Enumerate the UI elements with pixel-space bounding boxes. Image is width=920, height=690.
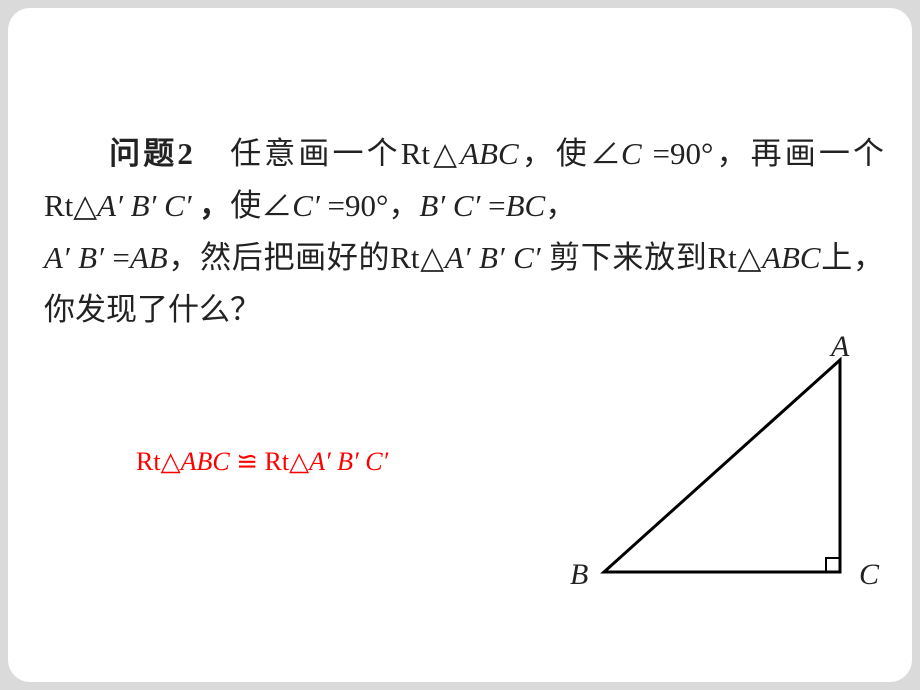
vertex-label-b: B [570,558,588,592]
apbpcp: A′ B′ C′ [97,188,199,223]
eqab: = [112,240,129,275]
ab: AB [130,240,168,275]
problem-label: 问题2 [106,136,193,171]
apbp: A′ B′ [44,240,112,275]
problem-text: 问题2 任意画一个Rt△ABC，使∠C =90°，再画一个Rt△A′ B′ C′… [44,128,884,336]
bc: BC [506,188,546,223]
ans-rt1: Rt [136,447,161,476]
ans-apbpcp: A′ B′ C′ [309,447,388,476]
t1a: 任意画一个Rt [230,136,430,171]
t4a: Rt [708,240,737,275]
abc1: ABC [460,136,519,171]
apbpcp2: A′ B′ C′ [445,240,549,275]
answer-text: Rt△ABC ≌ Rt△A′ B′ C′ [136,446,388,477]
eq90b: =90°， [328,188,420,223]
ans-abc: ABC [181,447,230,476]
bpcp: B′ C′ [419,188,488,223]
vertex-label-a: A [831,330,849,364]
eqbc: = [488,188,505,223]
ans-rt2: Rt [264,447,289,476]
cp: C′ [292,188,327,223]
c1: C [621,136,653,171]
t1b: ，使∠ [519,136,621,171]
t3b: 剪下来放到 [549,240,707,275]
abc2: ABC [762,240,821,275]
commab: ， [199,188,230,223]
vertex-label-c: C [859,558,879,592]
t3a: ，然后把画好的Rt [168,240,420,275]
triangle-diagram [598,356,850,580]
eq90a: =90°，再画 [653,136,819,171]
slide-card: 问题2 任意画一个Rt△ABC，使∠C =90°，再画一个Rt△A′ B′ C′… [8,8,912,682]
t2b: 使∠ [230,188,292,223]
comma2: ， [545,188,576,223]
ans-cong: ≌ [230,447,265,476]
